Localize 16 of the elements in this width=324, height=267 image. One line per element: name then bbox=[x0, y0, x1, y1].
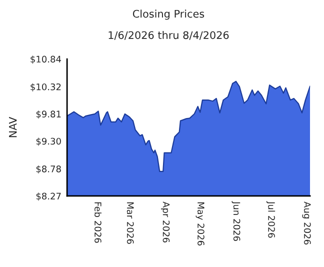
x-tick-label: May 2026 bbox=[196, 202, 204, 246]
x-tick-label: Jul 2026 bbox=[266, 201, 276, 238]
x-tick-label: Jun 2026 bbox=[232, 201, 240, 241]
y-axis-title: NAV bbox=[9, 116, 17, 138]
y-tick-label: $8.27 bbox=[36, 192, 61, 201]
chart-subtitle: 1/6/2026 thru 8/4/2026 bbox=[108, 31, 229, 40]
x-tick-label: Mar 2026 bbox=[126, 202, 134, 244]
x-tick-label: Aug 2026 bbox=[302, 202, 311, 244]
x-tick-label: Apr 2026 bbox=[161, 202, 170, 242]
y-tick-label: $8.78 bbox=[36, 165, 61, 174]
y-tick-label: $10.84 bbox=[30, 56, 62, 64]
y-tick-label: $9.81 bbox=[36, 110, 61, 119]
y-tick-label: $10.32 bbox=[30, 83, 61, 92]
chart-title: Closing Prices bbox=[132, 10, 204, 20]
x-tick-label: Feb 2026 bbox=[94, 202, 102, 243]
y-tick-label: $9.30 bbox=[36, 138, 61, 146]
